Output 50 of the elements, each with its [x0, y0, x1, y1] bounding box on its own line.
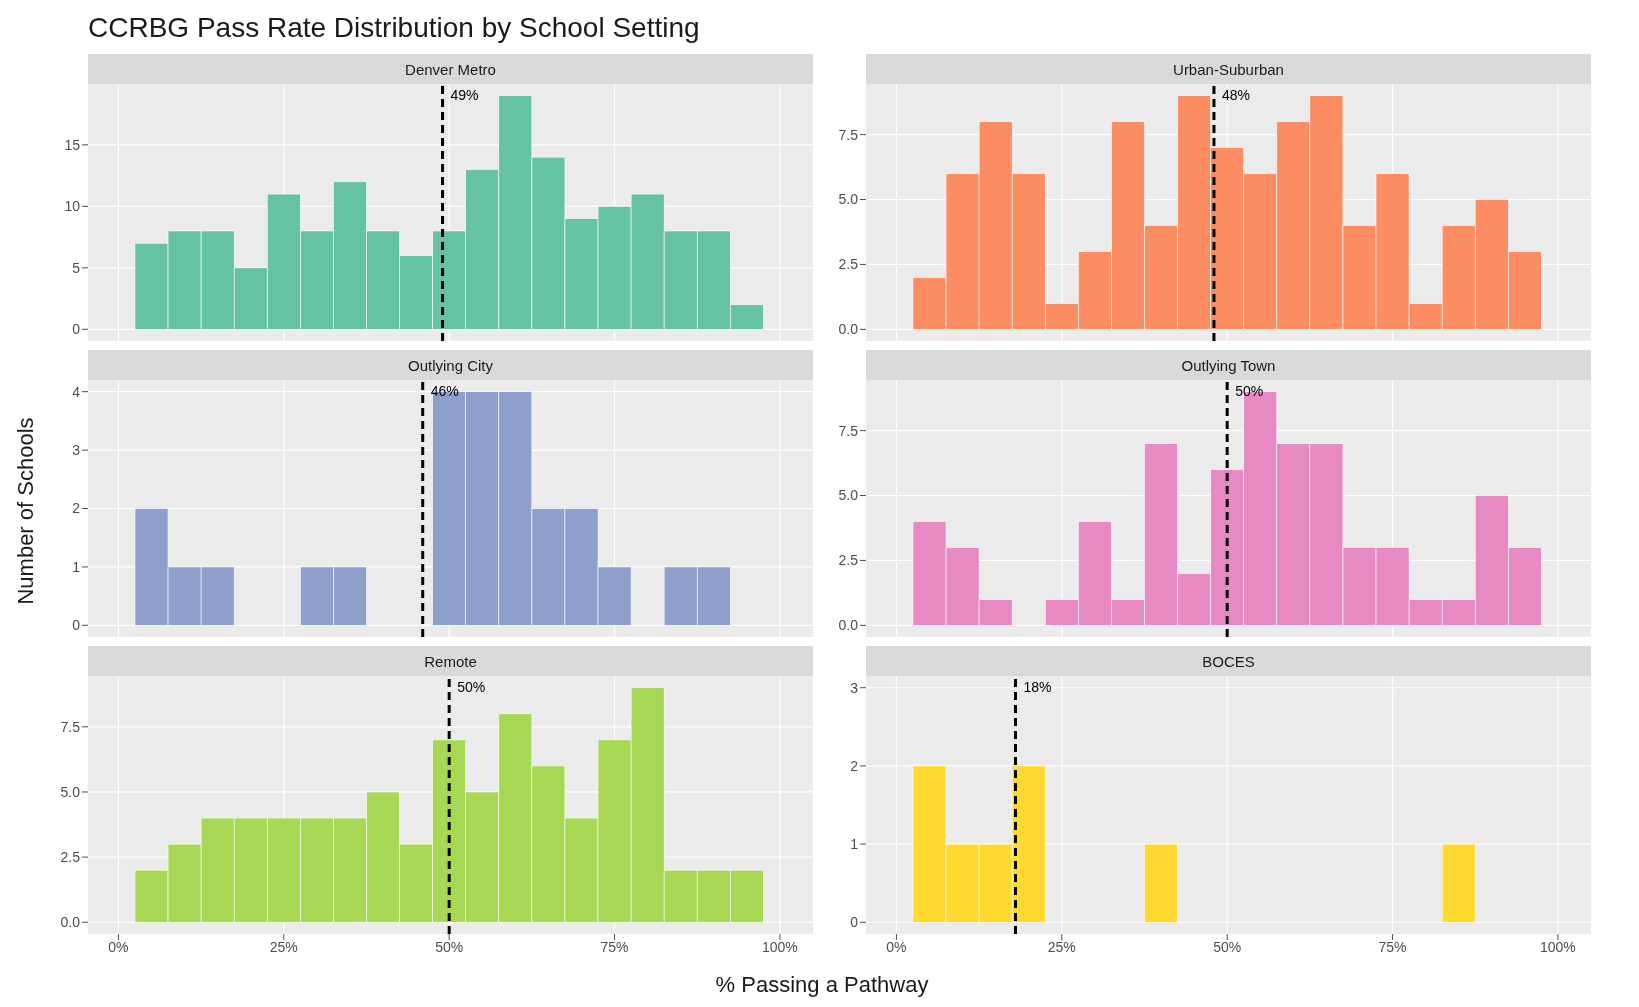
x-tick-label: 25% [269, 938, 298, 955]
ref-line-label: 50% [457, 679, 486, 695]
y-tick-label: 15 [64, 136, 81, 153]
ref-line-label: 18% [1023, 679, 1052, 695]
y-tick-label: 0.0 [60, 914, 81, 931]
x-tick-label: 25% [1047, 938, 1076, 955]
ref-line-label: 49% [450, 87, 479, 103]
y-tick-label: 3 [850, 679, 859, 696]
y-tick-label: 0 [72, 321, 81, 338]
y-tick-label: 5.0 [838, 487, 859, 504]
y-tick-label: 3 [72, 442, 81, 459]
y-tick-label: 0 [72, 617, 81, 634]
y-tick-label: 10 [64, 198, 81, 215]
x-tick-label: 75% [1378, 938, 1407, 955]
y-tick-label: 5.0 [838, 191, 859, 208]
y-tick-label: 7.5 [838, 422, 859, 439]
x-tick-label: 75% [600, 938, 629, 955]
y-axis-title: Number of Schools [13, 417, 39, 605]
y-tick-label: 0 [850, 914, 859, 931]
y-tick-label: 1 [72, 558, 81, 575]
y-tick-label: 2.5 [60, 849, 81, 866]
y-tick-label: 0.0 [838, 321, 859, 338]
x-tick-label: 0% [108, 938, 129, 955]
x-tick-label: 100% [762, 938, 798, 955]
y-tick-label: 5 [72, 259, 81, 276]
x-tick-label: 50% [435, 938, 464, 955]
chart-title: Urban-Suburban [866, 54, 1591, 84]
ref-line-label: 48% [1221, 87, 1250, 103]
y-tick-label: 5.0 [60, 783, 81, 800]
chart-title: BOCES [866, 646, 1591, 676]
y-tick-label: 1 [850, 836, 859, 853]
y-tick-label: 4 [72, 383, 81, 400]
ref-line-label: 46% [430, 383, 459, 399]
chart-title: Remote [88, 646, 813, 676]
x-axis-title: % Passing a Pathway [715, 972, 929, 998]
y-tick-label: 2 [72, 500, 81, 517]
y-tick-label: 7.5 [838, 126, 859, 143]
y-tick-label: 7.5 [60, 718, 81, 735]
chart-title: Outlying Town [866, 350, 1591, 380]
x-tick-label: 50% [1213, 938, 1242, 955]
chart-title: Outlying City [88, 350, 813, 380]
chart-title: Denver Metro [88, 54, 813, 84]
text: CCRBG Pass Rate Distribution by School Setting [88, 12, 700, 44]
ref-line-label: 50% [1235, 383, 1264, 399]
y-tick-label: 2.5 [838, 552, 859, 569]
x-tick-label: 100% [1540, 938, 1576, 955]
y-tick-label: 2.5 [838, 256, 859, 273]
y-tick-label: 2 [850, 757, 859, 774]
y-tick-label: 0.0 [838, 617, 859, 634]
x-tick-label: 0% [886, 938, 907, 955]
